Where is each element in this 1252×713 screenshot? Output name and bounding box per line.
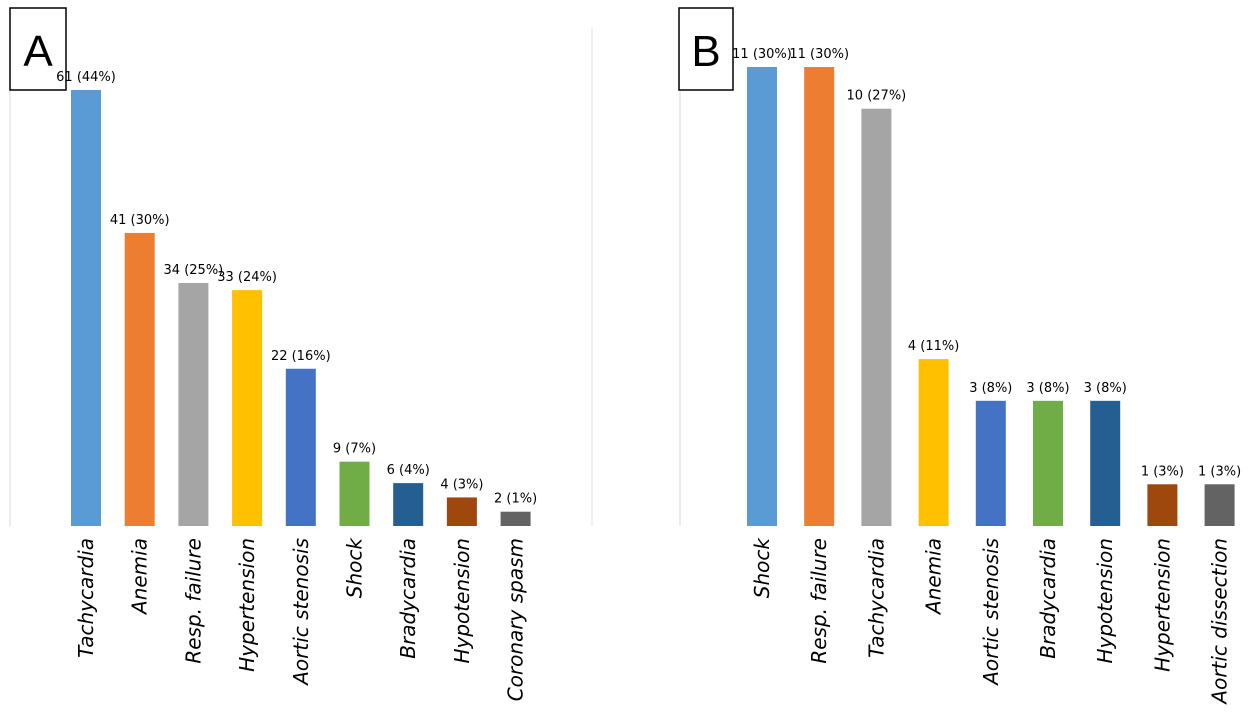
panel-a-bar-hypertension: [232, 290, 263, 526]
panel-a-data-label-aortic-stenosis: 22 (16%): [271, 349, 331, 364]
panel-b-label: B: [691, 27, 720, 76]
panel-a-data-label-resp-failure: 34 (25%): [164, 263, 224, 278]
panel-b-bar-resp-failure: [804, 67, 835, 526]
panel-a-label-box: [9, 7, 67, 91]
panel-b-category-label-aortic-dissection: Aortic dissection: [1208, 538, 1232, 706]
panel-b-data-label-anemia: 4 (11%): [908, 339, 959, 354]
panel-a-bar-coronary-spasm: [500, 511, 531, 526]
panel-a-data-label-tachycardia: 61 (44%): [56, 70, 116, 85]
panel-a-data-label-anemia: 41 (30%): [110, 213, 170, 228]
panel-a-data-label-hypotension: 4 (3%): [440, 477, 483, 492]
panel-a-bar-tachycardia: [71, 90, 101, 526]
panel-a-category-label-bradycardia: Bradycardia: [396, 538, 420, 659]
panel-a-category-label-coronary-spasm: Coronary spasm: [504, 538, 528, 701]
panel-a-category-label-hypertension: Hypertension: [235, 538, 259, 672]
panel-b-bar-anemia: [918, 359, 949, 526]
panel-a-bar-hypotension: [446, 497, 477, 526]
panel-b-category-label-resp-failure: Resp. failure: [807, 538, 831, 664]
panel-a-category-label-anemia: Anemia: [128, 538, 152, 616]
panel-a-category-label-hypotension: Hypotension: [450, 538, 474, 664]
panel-b-category-label-tachycardia: Tachycardia: [864, 538, 888, 658]
panel-a-data-label-bradycardia: 6 (4%): [387, 463, 430, 478]
panel-b-bar-bradycardia: [1033, 400, 1063, 526]
panel-a-bar-shock: [339, 461, 370, 526]
panel-b-bar-aortic-stenosis: [975, 400, 1006, 526]
panel-b-category-label-bradycardia: Bradycardia: [1036, 538, 1060, 659]
panel-b-bar-shock: [747, 67, 777, 526]
panel-a-bar-resp-failure: [178, 282, 209, 526]
panel-a-category-label-resp-failure: Resp. failure: [181, 538, 205, 664]
panel-b-bar-aortic-dissection: [1204, 484, 1235, 526]
panel-b-bar-hypertension: [1147, 484, 1178, 526]
panel-a-category-label-shock: Shock: [343, 537, 367, 599]
panel-b-category-label-aortic-stenosis: Aortic stenosis: [979, 538, 1003, 687]
panel-b-category-label-anemia: Anemia: [922, 538, 946, 616]
panel-a-data-label-shock: 9 (7%): [333, 442, 376, 457]
panel-b-category-label-hypertension: Hypertension: [1150, 538, 1174, 672]
panel-a-label: A: [23, 27, 53, 76]
panel-b-data-label-hypotension: 3 (8%): [1084, 381, 1127, 396]
panel-a-category-label-tachycardia: Tachycardia: [74, 538, 98, 658]
panel-a-data-label-hypertension: 33 (24%): [217, 270, 277, 285]
panel-b-data-label-resp-failure: 11 (30%): [789, 47, 849, 62]
panel-b-chart: B 11 (30%) Shock 11 (30%) Resp. failure 10 (2…: [678, 7, 1241, 706]
panel-a-bar-aortic-stenosis: [285, 368, 316, 526]
panel-b-label-box: [678, 7, 734, 91]
panel-b-data-label-aortic-stenosis: 3 (8%): [969, 381, 1012, 396]
panel-a-bar-bradycardia: [393, 483, 424, 526]
panel-b-data-label-hypertension: 1 (3%): [1141, 464, 1184, 479]
panel-b-data-label-tachycardia: 10 (27%): [847, 89, 907, 104]
panel-b-bar-tachycardia: [861, 108, 892, 527]
panel-b-data-label-bradycardia: 3 (8%): [1026, 381, 1069, 396]
panel-a-chart: A61 (44%) Tachycardia 41 (30%) Anemia 34 (25…: [9, 7, 593, 701]
panel-a-category-label-aortic-stenosis: Aortic stenosis: [289, 538, 313, 687]
panel-b-data-label-aortic-dissection: 1 (3%): [1198, 464, 1241, 479]
panel-b-category-label-hypotension: Hypotension: [1093, 538, 1117, 664]
panel-b-bar-hypotension: [1090, 400, 1121, 526]
panel-b-data-label-shock: 11 (30%): [732, 47, 792, 62]
panel-a-data-label-coronary-spasm: 2 (1%): [494, 492, 537, 507]
panel-b-category-label-shock: Shock: [750, 537, 774, 599]
panel-a-bar-anemia: [124, 232, 155, 527]
